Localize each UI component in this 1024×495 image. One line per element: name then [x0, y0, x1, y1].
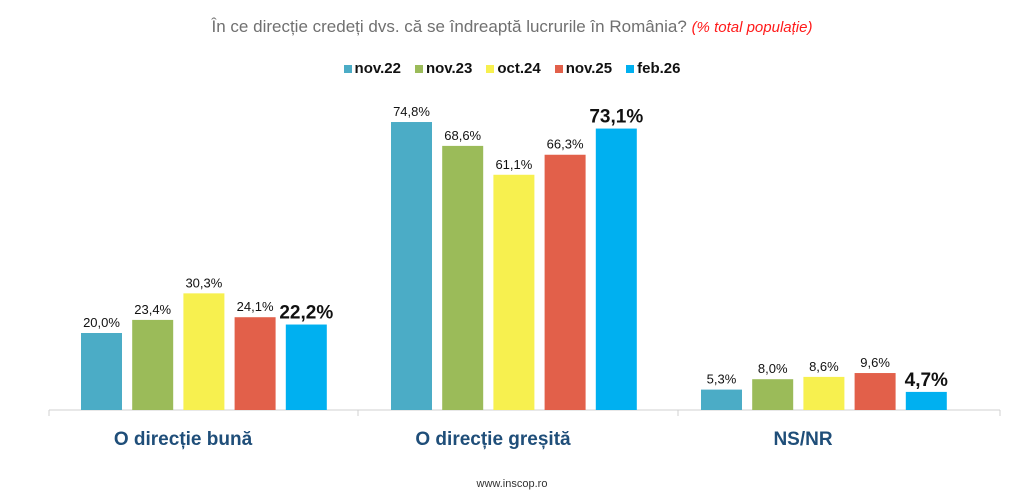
- data-label: 23,4%: [134, 302, 171, 317]
- bar: [752, 379, 794, 410]
- bar: [493, 174, 535, 410]
- bar: [234, 317, 276, 410]
- legend-label: nov.22: [354, 60, 401, 77]
- bar: [391, 122, 432, 411]
- bar: [803, 376, 845, 410]
- legend-label: nov.25: [565, 60, 613, 77]
- legend-swatch: [414, 64, 423, 73]
- bar: [544, 154, 586, 410]
- footer-url: www.inscop.ro: [476, 478, 548, 490]
- data-label: 5,3%: [707, 372, 737, 387]
- bar: [701, 389, 742, 410]
- data-label: 30,3%: [185, 275, 222, 290]
- legend-item: nov.22: [343, 60, 401, 77]
- legend: nov.22 nov.23 oct.24 nov.25 feb.26: [0, 60, 1024, 77]
- bar: [595, 128, 637, 410]
- data-label: 74,8%: [393, 104, 430, 119]
- data-label: 24,1%: [237, 299, 274, 314]
- legend-swatch: [554, 64, 563, 73]
- data-label: 68,6%: [444, 128, 481, 143]
- data-label: 8,6%: [809, 359, 839, 374]
- legend-label: oct.24: [497, 60, 541, 77]
- subtitle-text: (% total populație): [691, 19, 813, 36]
- legend-item: nov.25: [554, 60, 613, 77]
- bar: [854, 373, 896, 410]
- legend-label: feb.26: [637, 60, 681, 77]
- data-label: 4,7%: [905, 370, 948, 391]
- legend-item: oct.24: [486, 60, 541, 77]
- data-label: 22,2%: [279, 303, 333, 324]
- data-label: 73,1%: [589, 107, 643, 128]
- legend-swatch: [626, 64, 635, 73]
- bar: [132, 319, 174, 410]
- bar: [81, 333, 122, 410]
- legend-swatch: [486, 64, 495, 73]
- legend-swatch: [343, 64, 352, 73]
- bar: [905, 391, 947, 410]
- data-label: 66,3%: [547, 137, 584, 152]
- category-label: NS/NR: [773, 429, 832, 450]
- title-text: În ce direcție credeți dvs. că se îndrea…: [211, 17, 687, 36]
- data-label: 9,6%: [860, 355, 890, 370]
- category-label: O direcție greșită: [415, 429, 571, 450]
- bar: [183, 293, 225, 410]
- legend-item: feb.26: [626, 60, 680, 77]
- bar: [285, 324, 327, 410]
- data-label: 8,0%: [758, 361, 788, 376]
- legend-label: nov.23: [425, 60, 473, 77]
- data-label: 20,0%: [83, 315, 120, 330]
- chart-title: În ce direcție credeți dvs. că se îndrea…: [0, 17, 1024, 37]
- legend-item: nov.23: [414, 60, 473, 77]
- bar: [442, 145, 484, 410]
- category-label: O direcție bună: [114, 429, 253, 450]
- data-label: 61,1%: [495, 157, 532, 172]
